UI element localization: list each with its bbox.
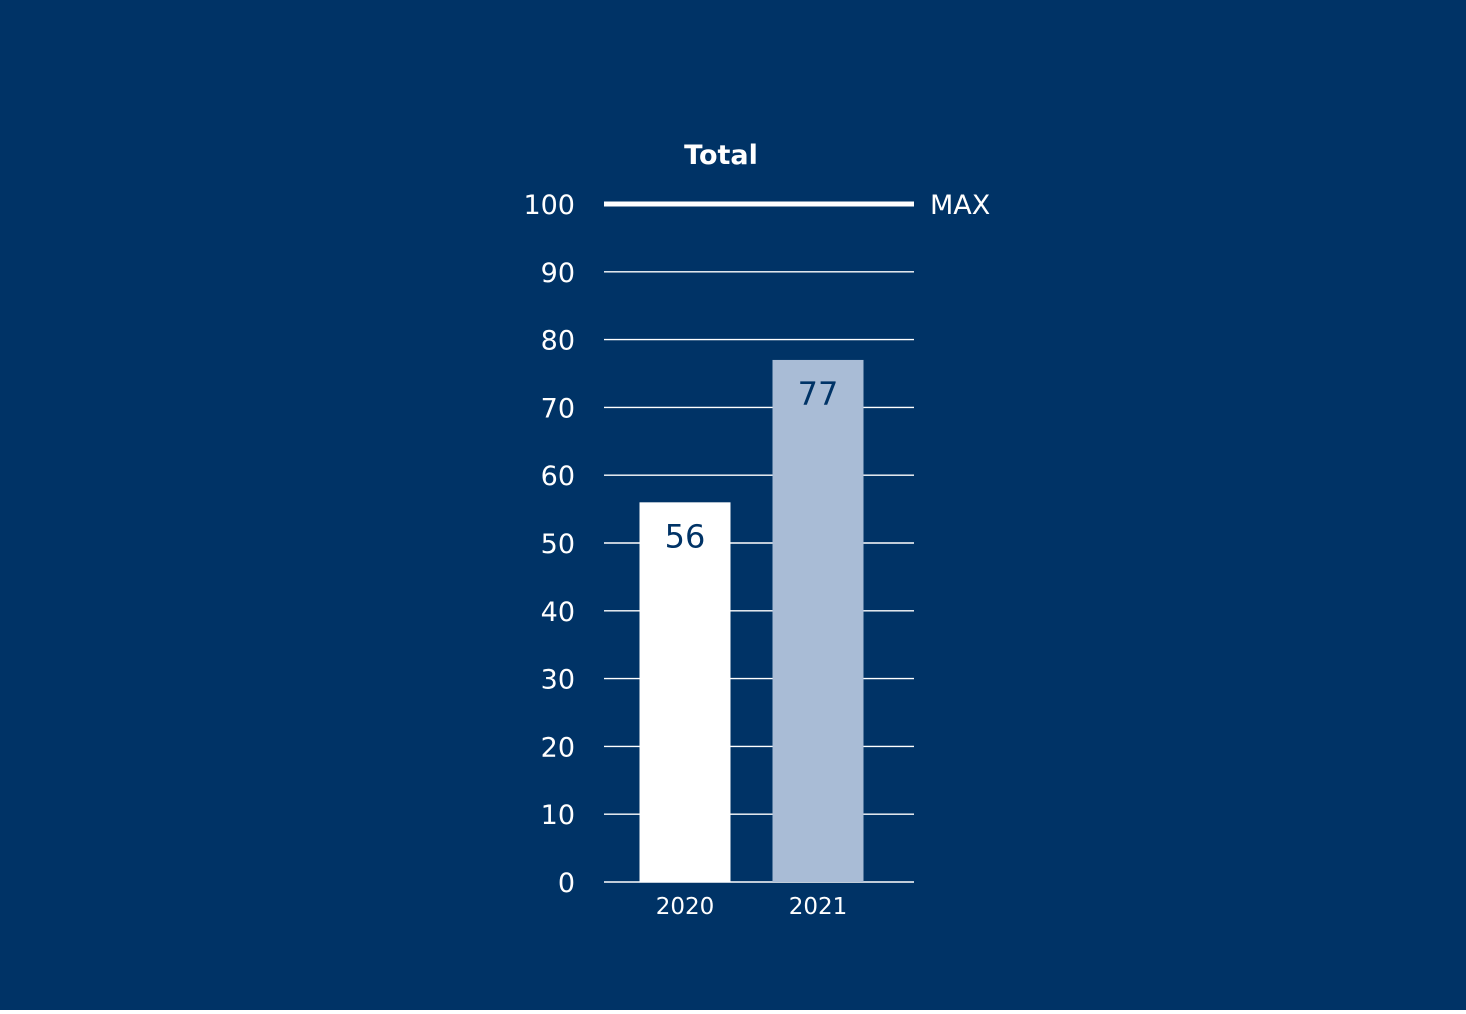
bar-2020 (639, 502, 731, 882)
y-tick-label: 90 (541, 258, 575, 289)
x-axis-tick-labels: 2020 2021 (656, 894, 848, 920)
y-tick-label: 100 (523, 190, 575, 221)
y-axis-tick-labels: 0 10 20 30 40 50 60 70 80 90 100 (523, 190, 575, 899)
bars: 56 77 (639, 359, 864, 882)
bar-data-label: 77 (798, 375, 839, 413)
max-reference: MAX (930, 190, 990, 221)
y-tick-label: 10 (541, 800, 575, 831)
y-tick-label: 0 (558, 868, 575, 899)
y-tick-label: 50 (541, 529, 575, 560)
x-tick-label: 2020 (656, 894, 715, 920)
y-tick-label: 30 (541, 665, 575, 696)
y-tick-label: 20 (541, 732, 575, 763)
bar-data-label: 56 (665, 517, 706, 555)
y-tick-label: 60 (541, 461, 575, 492)
y-tick-label: 80 (541, 326, 575, 357)
y-tick-label: 40 (541, 597, 575, 628)
chart-title: Total (684, 140, 758, 171)
max-label: MAX (930, 190, 990, 221)
y-tick-label: 70 (541, 393, 575, 424)
bar-2021 (772, 359, 864, 882)
x-tick-label: 2021 (789, 894, 848, 920)
